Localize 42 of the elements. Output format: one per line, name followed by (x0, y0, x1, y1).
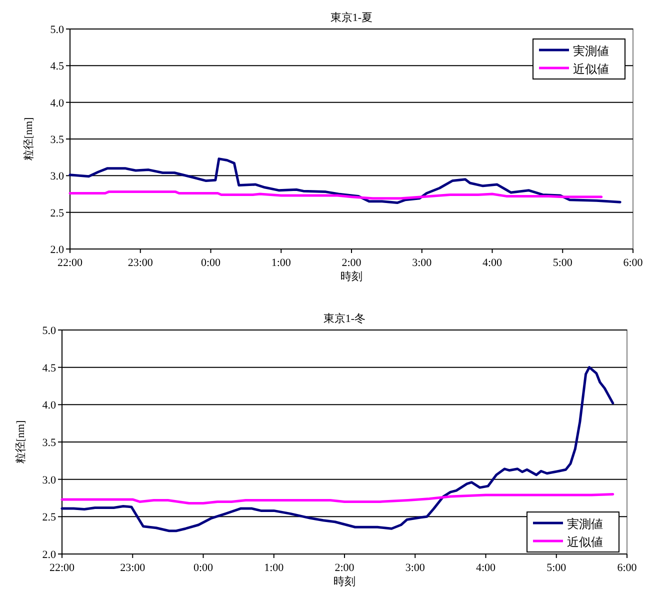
y-tick-label: 2.5 (50, 207, 64, 220)
legend-label: 近似値 (573, 62, 609, 76)
x-tick-label: 6:00 (623, 257, 644, 269)
legend-label: 実測値 (567, 517, 603, 531)
y-tick-label: 4.0 (42, 400, 56, 412)
x-tick-label: 6:00 (617, 562, 638, 574)
chart-title: 東京1-冬 (323, 312, 366, 325)
y-axis-title: 粒径[nm] (23, 117, 35, 161)
x-axis-title: 時刻 (340, 270, 362, 283)
x-tick-label: 23:00 (128, 257, 154, 269)
x-tick-label: 22:00 (49, 562, 76, 574)
y-tick-label: 2.0 (50, 244, 64, 256)
y-tick-label: 5.0 (50, 24, 64, 36)
x-tick-label: 2:00 (342, 257, 362, 269)
x-tick-label: 3:00 (412, 257, 432, 269)
y-tick-label: 2.0 (42, 549, 56, 561)
y-tick-label: 3.0 (42, 474, 56, 486)
legend-label: 実測値 (573, 44, 609, 58)
y-tick-label: 3.5 (50, 134, 64, 146)
x-tick-label: 5:00 (552, 257, 573, 269)
x-tick-label: 22:00 (57, 257, 84, 269)
x-tick-label: 23:00 (120, 562, 146, 574)
x-axis-title: 時刻 (334, 575, 356, 588)
x-tick-label: 5:00 (546, 562, 567, 574)
x-tick-label: 4:00 (476, 562, 496, 574)
x-tick-label: 3:00 (405, 562, 426, 574)
y-tick-label: 2.5 (42, 512, 56, 524)
x-tick-label: 4:00 (482, 257, 503, 269)
y-tick-label: 4.0 (50, 97, 64, 110)
x-tick-label: 1:00 (271, 257, 292, 269)
y-axis-title: 粒径[nm] (15, 420, 27, 464)
x-tick-label: 1:00 (264, 562, 284, 574)
x-tick-label: 0:00 (200, 257, 222, 269)
x-tick-label: 2:00 (334, 562, 355, 574)
chart-title: 東京1-夏 (330, 11, 373, 24)
y-tick-label: 4.5 (42, 362, 56, 374)
legend-label: 近似値 (567, 535, 603, 549)
x-tick-label: 0:00 (193, 562, 214, 574)
y-tick-label: 4.5 (50, 60, 64, 73)
y-tick-label: 3.5 (42, 437, 56, 449)
y-tick-label: 5.0 (42, 325, 56, 337)
y-tick-label: 3.0 (50, 170, 64, 183)
